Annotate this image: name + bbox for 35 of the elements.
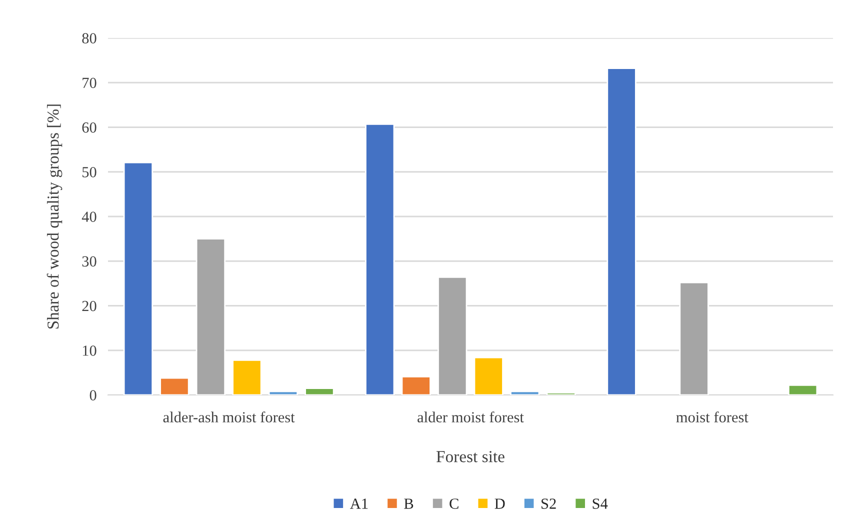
bar	[196, 238, 226, 395]
legend-label: A1	[350, 498, 368, 509]
legend-label: C	[450, 498, 458, 509]
x-tick-label: alder moist forest	[418, 412, 524, 422]
y-axis-title: Share of wood quality groups [%]	[46, 104, 62, 329]
y-tick-label: 40	[82, 212, 96, 222]
bar	[160, 377, 190, 395]
legend-label: B	[404, 498, 414, 509]
y-tick-label: 50	[82, 167, 96, 178]
bar	[304, 388, 334, 395]
bar	[606, 68, 636, 395]
y-tick-label: 60	[82, 122, 96, 133]
x-axis-title: Forest site	[436, 451, 504, 462]
bar	[438, 276, 468, 395]
bar	[510, 390, 540, 395]
legend-label: S4	[592, 498, 608, 509]
bar	[123, 162, 154, 395]
bar	[679, 282, 709, 395]
y-tick-label: 20	[82, 300, 96, 312]
y-tick-label: 80	[82, 33, 96, 44]
legend-label: S2	[542, 498, 556, 509]
x-tick-label: alder-ash moist forest	[163, 412, 295, 422]
x-tick-label: moist forest	[676, 412, 748, 422]
y-tick-label: 10	[82, 346, 96, 356]
bar	[474, 356, 504, 395]
legend-label: D	[494, 498, 505, 509]
bar	[365, 123, 395, 395]
bar	[401, 376, 431, 395]
bar	[268, 390, 298, 395]
y-tick-label: 0	[90, 390, 96, 400]
bar	[546, 392, 576, 395]
y-tick-label: 70	[82, 78, 96, 88]
bar	[788, 384, 818, 395]
bar	[232, 359, 262, 395]
y-tick-label: 30	[82, 256, 96, 267]
